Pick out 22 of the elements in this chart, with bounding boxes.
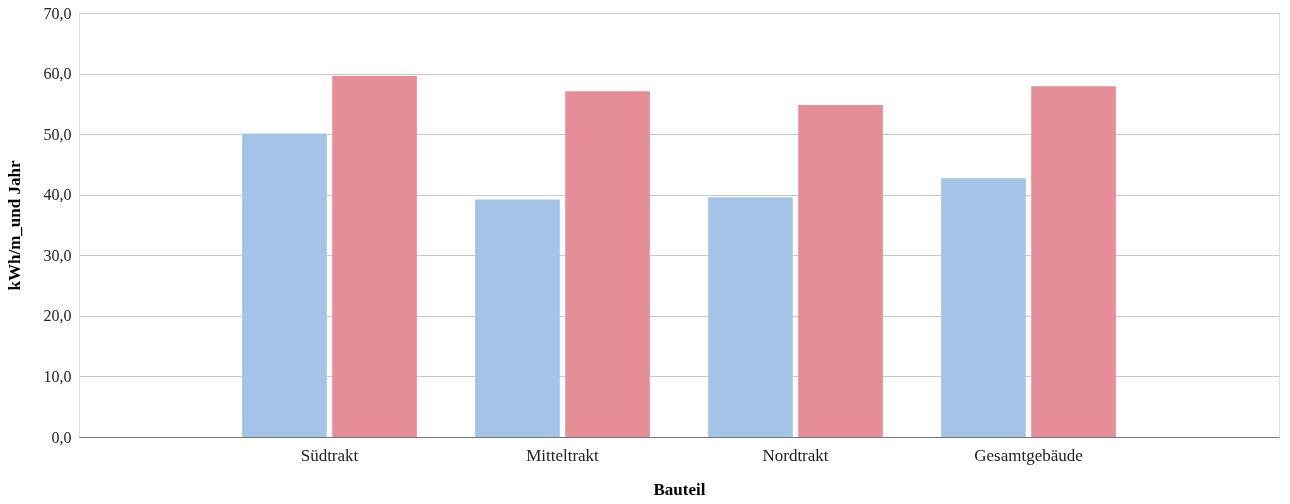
x-tick-label: Mitteltrakt [526, 445, 600, 465]
y-tick-label: 60,0 [43, 65, 72, 83]
bar [565, 91, 650, 437]
x-tick-label: Nordtrakt [762, 445, 829, 465]
bar [708, 197, 793, 437]
bar [242, 133, 327, 437]
y-tick-label: 0,0 [51, 428, 72, 446]
bar [941, 178, 1026, 437]
x-axis-title: Bauteil [653, 479, 706, 499]
y-tick-label: 70,0 [43, 4, 72, 22]
bar [332, 75, 417, 437]
y-tick-label: 10,0 [43, 367, 72, 385]
y-tick-label: 30,0 [43, 246, 72, 264]
bar [475, 199, 560, 437]
y-tick-label: 50,0 [43, 125, 72, 143]
x-tick-label: Südtrakt [300, 445, 359, 465]
bar [798, 105, 883, 437]
bar [1031, 86, 1116, 437]
y-tick-label: 20,0 [43, 307, 72, 325]
y-tick-label: 40,0 [43, 186, 72, 204]
y-axis-title: kWh/m_und Jahr [4, 160, 24, 291]
x-tick-label: Gesamtgebäude [974, 445, 1083, 465]
